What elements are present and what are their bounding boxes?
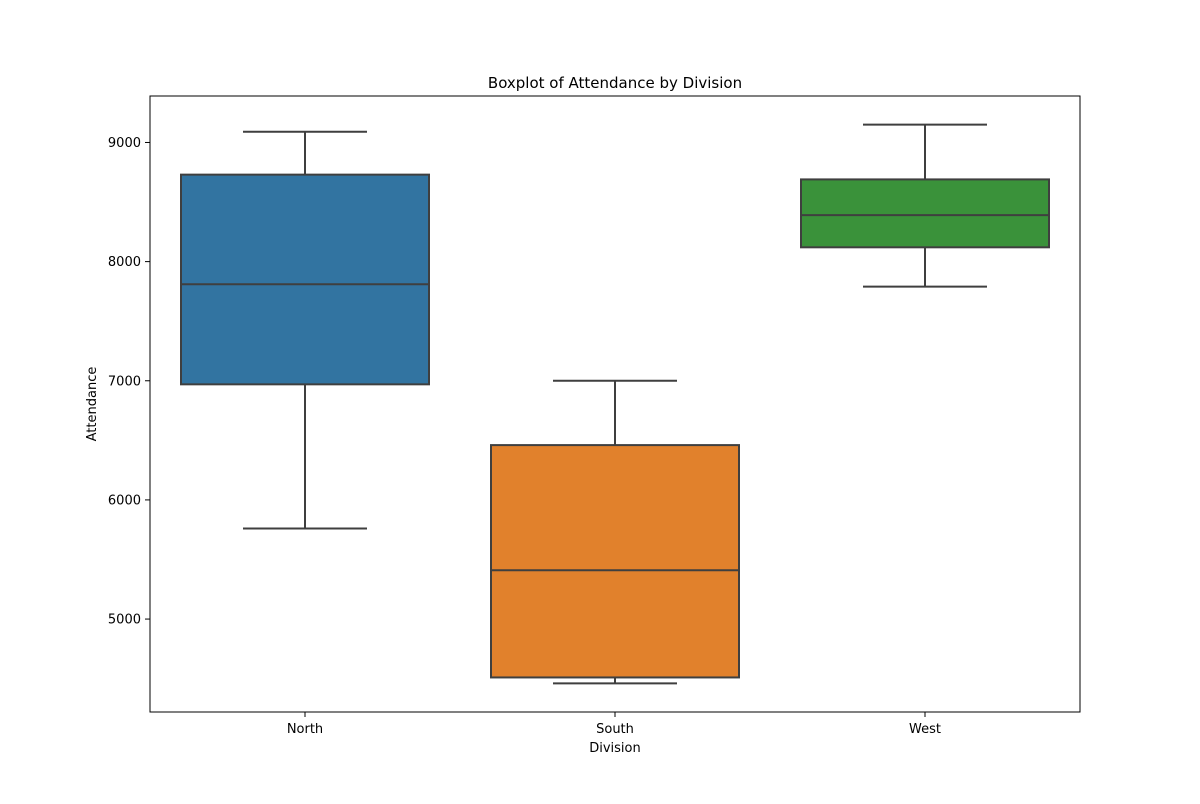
x-tick-label: West [909, 722, 941, 737]
chart-title: Boxplot of Attendance by Division [488, 74, 742, 92]
iqr-box [180, 173, 430, 386]
box-south [490, 379, 740, 685]
x-axis: North South West [287, 712, 941, 737]
y-tick-label: 6000 [108, 493, 141, 508]
iqr-box [800, 178, 1050, 249]
box-north [180, 130, 430, 530]
x-tick-label: South [596, 722, 634, 737]
y-tick-label: 5000 [108, 613, 141, 628]
y-tick-label: 9000 [108, 136, 141, 151]
x-tick-label: North [287, 722, 323, 737]
y-axis: 5000 6000 7000 8000 9000 [108, 136, 150, 628]
iqr-box [490, 444, 740, 679]
plot-frame [149, 95, 1081, 713]
chart-marks [180, 123, 1050, 685]
y-tick-label: 7000 [108, 374, 141, 389]
y-tick-label: 8000 [108, 255, 141, 270]
y-axis-label: Attendance [85, 367, 100, 442]
x-axis-label: Division [589, 741, 641, 756]
box-west [800, 123, 1050, 288]
